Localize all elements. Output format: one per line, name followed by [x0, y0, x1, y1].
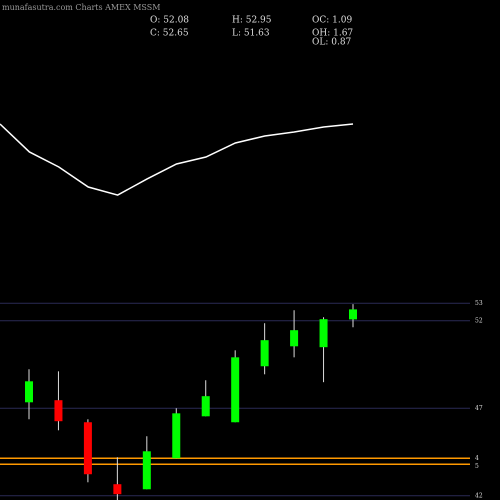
candle-body — [54, 400, 63, 422]
y-tick-label: 52 — [475, 317, 483, 324]
ohlc-info: C: 52.65 — [150, 29, 189, 39]
ohlc-info: L: 51.63 — [232, 29, 270, 39]
candle-body — [142, 451, 151, 490]
y-tick-label: 53 — [475, 300, 483, 307]
y-tick-label: 42 — [475, 492, 483, 499]
candle-body — [319, 319, 328, 348]
candle-body — [260, 340, 269, 367]
candle-body — [290, 330, 299, 347]
candle-body — [201, 396, 210, 417]
ohlc-info: O: 52.08 — [150, 16, 189, 26]
site-title: munafasutra.com Charts AMEX MSSM — [2, 3, 160, 12]
y-tick-label: 4 — [475, 455, 479, 462]
ohlc-info: OL: 0.87 — [312, 38, 352, 48]
candle-body — [83, 422, 92, 475]
candle-body — [172, 413, 181, 459]
candle-body — [349, 309, 357, 320]
ohlc-info: OH: 1.67 — [312, 29, 353, 39]
ohlc-info: H: 52.95 — [232, 16, 272, 26]
ohlc-info: OC: 1.09 — [312, 16, 352, 26]
candle-body — [231, 357, 240, 423]
candle-body — [25, 381, 33, 403]
y-tick-label: 47 — [475, 405, 483, 412]
y-tick-label: 5 — [475, 463, 479, 470]
indicator-line — [0, 123, 354, 196]
candle-body — [113, 484, 122, 495]
